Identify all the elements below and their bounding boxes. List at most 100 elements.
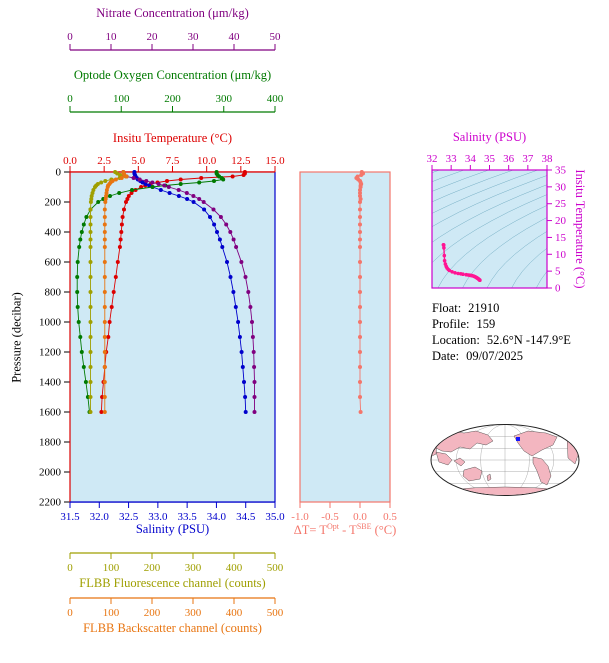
svg-text:33: 33	[446, 153, 458, 165]
delta-t-label-part: - T	[338, 523, 357, 538]
svg-text:0: 0	[67, 562, 73, 574]
svg-text:100: 100	[103, 607, 120, 619]
location-value: 52.6°N -147.9°E	[486, 333, 571, 347]
float-info-row: Date: 09/07/2025	[432, 348, 571, 364]
svg-text:32.5: 32.5	[119, 511, 139, 523]
profile-value: 159	[476, 317, 496, 331]
svg-text:1600: 1600	[39, 407, 62, 419]
nitrate-axis-title: Nitrate Concentration (μm/kg)	[96, 6, 249, 20]
svg-text:34.0: 34.0	[207, 511, 227, 523]
delta-t-label-part: ΔT= T	[293, 523, 327, 538]
svg-text:300: 300	[185, 607, 202, 619]
svg-text:-1.0: -1.0	[291, 511, 309, 523]
svg-text:0: 0	[67, 607, 73, 619]
svg-text:100: 100	[103, 562, 120, 574]
location-label: Location:	[432, 333, 480, 347]
svg-text:800: 800	[45, 287, 62, 299]
svg-text:1000: 1000	[39, 317, 62, 329]
profile-axes: 0200400600800100012001400160018002000220…	[39, 31, 285, 619]
svg-text:40: 40	[229, 31, 241, 43]
svg-text:30: 30	[555, 181, 567, 193]
svg-text:0.5: 0.5	[383, 511, 397, 523]
svg-text:31.5: 31.5	[60, 511, 80, 523]
svg-text:34.5: 34.5	[236, 511, 256, 523]
svg-text:300: 300	[185, 562, 202, 574]
ts-temperature-axis-title: Insitu Temperature (°C)	[573, 169, 587, 289]
svg-text:0.0: 0.0	[63, 155, 77, 167]
svg-text:32: 32	[427, 153, 438, 165]
svg-text:300: 300	[216, 93, 233, 105]
svg-text:200: 200	[164, 93, 181, 105]
svg-text:15.0: 15.0	[265, 155, 285, 167]
oxygen-axis-title: Optode Oxygen Concentration (μm/kg)	[73, 68, 272, 82]
svg-text:500: 500	[267, 607, 284, 619]
svg-text:12.5: 12.5	[231, 155, 251, 167]
svg-text:10: 10	[555, 249, 567, 261]
svg-text:0: 0	[67, 31, 73, 43]
svg-text:1200: 1200	[39, 347, 62, 359]
delta-t-label-part: (°C)	[371, 523, 397, 538]
svg-text:200: 200	[144, 607, 161, 619]
svg-text:200: 200	[45, 197, 62, 209]
svg-text:36: 36	[503, 153, 515, 165]
svg-text:10.0: 10.0	[197, 155, 217, 167]
svg-text:5: 5	[555, 266, 561, 278]
date-value: 09/07/2025	[466, 349, 524, 363]
float-value: 21910	[468, 301, 500, 315]
svg-text:0.0: 0.0	[353, 511, 367, 523]
float-label: Float:	[432, 301, 462, 315]
svg-text:500: 500	[267, 562, 284, 574]
backscatter-axis-title: FLBB Backscatter channel (counts)	[83, 621, 262, 635]
svg-text:35.0: 35.0	[265, 511, 285, 523]
svg-text:15: 15	[555, 232, 567, 244]
svg-text:1800: 1800	[39, 437, 62, 449]
svg-text:32.0: 32.0	[90, 511, 110, 523]
svg-text:-0.5: -0.5	[321, 511, 339, 523]
svg-text:37: 37	[522, 153, 534, 165]
svg-text:20: 20	[147, 31, 159, 43]
salinity-axis-title: Salinity (PSU)	[135, 522, 210, 536]
svg-text:35: 35	[484, 153, 496, 165]
svg-text:35: 35	[555, 165, 567, 177]
svg-text:10: 10	[106, 31, 118, 43]
svg-text:20: 20	[555, 215, 567, 227]
float-info-row: Float: 21910	[432, 300, 571, 316]
date-label: Date:	[432, 349, 460, 363]
svg-text:7.5: 7.5	[166, 155, 180, 167]
main-profile-plot	[69, 170, 276, 503]
svg-text:2.5: 2.5	[97, 155, 111, 167]
svg-text:400: 400	[267, 93, 284, 105]
svg-text:50: 50	[270, 31, 282, 43]
svg-text:33.5: 33.5	[178, 511, 198, 523]
svg-text:38: 38	[542, 153, 554, 165]
svg-text:0: 0	[555, 283, 561, 295]
svg-text:200: 200	[144, 562, 161, 574]
svg-text:400: 400	[226, 607, 243, 619]
svg-text:5.0: 5.0	[131, 155, 145, 167]
svg-text:100: 100	[113, 93, 130, 105]
delta-t-axis-title: ΔT= TOpt - TSBE (°C)	[278, 522, 412, 538]
delta-t-plot: -1.0 -0.5 0.0 0.5	[291, 170, 397, 523]
ts-diagram-plot: 32 33 34 35 36 37 38 0 5 10 15 20 25 30 35	[427, 153, 567, 295]
svg-text:2200: 2200	[39, 497, 62, 509]
svg-text:0: 0	[67, 93, 73, 105]
svg-text:25: 25	[555, 198, 567, 210]
delta-t-label-sup-sbe: SBE	[356, 522, 372, 531]
world-map	[430, 424, 580, 496]
float-info-row: Profile: 159	[432, 316, 571, 332]
svg-text:30: 30	[188, 31, 200, 43]
float-info: Float: 21910 Profile: 159 Location: 52.6°N …	[432, 300, 571, 364]
svg-text:34: 34	[465, 153, 477, 165]
temperature-axis-title: Insitu Temperature (°C)	[112, 131, 233, 145]
fluorescence-axis-title: FLBB Fluorescence channel (counts)	[79, 576, 266, 590]
float-info-row: Location: 52.6°N -147.9°E	[432, 332, 571, 348]
profile-label: Profile:	[432, 317, 470, 331]
svg-text:400: 400	[45, 227, 62, 239]
ts-salinity-axis-title: Salinity (PSU)	[452, 130, 527, 144]
svg-text:33.0: 33.0	[148, 511, 168, 523]
svg-text:400: 400	[226, 562, 243, 574]
svg-text:0: 0	[56, 167, 62, 179]
svg-text:600: 600	[45, 257, 62, 269]
